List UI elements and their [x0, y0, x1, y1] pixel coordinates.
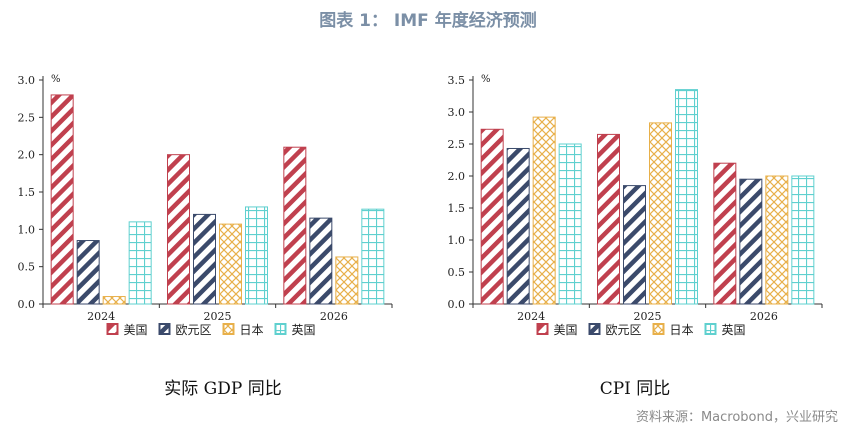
bar-ea-2026 — [309, 217, 333, 305]
bar-uk-2025 — [245, 206, 268, 305]
x-tick-label: 2024 — [87, 310, 115, 323]
bar-jp-2024 — [102, 296, 126, 305]
legend-swatch-us — [106, 323, 119, 335]
bar-uk-2024 — [558, 143, 582, 305]
legend-swatch-ea — [588, 323, 601, 335]
gdp-chart-title: 实际 GDP 同比 — [164, 379, 282, 399]
bar-us-2024 — [50, 94, 74, 305]
bar-us-2026 — [713, 162, 737, 305]
bar-uk-2024 — [128, 221, 152, 305]
legend-swatch-ea — [158, 323, 171, 335]
legend-label-uk: 英国 — [292, 323, 316, 337]
legend-label-uk: 英国 — [722, 323, 746, 337]
y-tick-label: 3.5 — [448, 74, 466, 87]
unit-label: % — [51, 74, 61, 85]
source-note: 资料来源：Macrobond，兴业研究 — [635, 410, 838, 425]
legend-label-jp: 日本 — [240, 323, 264, 337]
bar-us-2026 — [283, 146, 307, 305]
legend-label-ea: 欧元区 — [176, 323, 212, 337]
figure-title: 图表 1： IMF 年度经济预测 — [319, 11, 537, 31]
bar-ea-2025 — [193, 213, 216, 305]
x-tick-label: 2024 — [517, 310, 545, 323]
y-tick-label: 1.0 — [448, 234, 466, 247]
bar-us-2025 — [597, 133, 620, 305]
unit-label: % — [481, 74, 491, 85]
y-tick-label: 2.0 — [18, 149, 36, 162]
bar-us-2024 — [480, 128, 504, 305]
legend-swatch-us — [536, 323, 549, 335]
y-tick-label: 1.5 — [18, 186, 36, 199]
bar-uk-2025 — [675, 89, 698, 305]
legend-swatch-uk — [704, 323, 717, 335]
bar-uk-2026 — [361, 208, 385, 305]
bar-jp-2026 — [335, 256, 359, 305]
legend-swatch-uk — [274, 323, 287, 335]
y-tick-label: 0.5 — [18, 261, 36, 274]
y-tick-label: 0.5 — [448, 266, 466, 279]
y-tick-label: 3.0 — [448, 106, 466, 119]
y-tick-label: 1.5 — [448, 202, 466, 215]
bar-us-2025 — [167, 154, 190, 305]
bar-jp-2026 — [765, 175, 789, 305]
bar-jp-2025 — [219, 223, 242, 305]
x-tick-label: 2025 — [634, 310, 662, 323]
gdp-chart: % 0.0 0.5 1.0 1.5 2.0 2.5 3.0 2024 2025 2026 美国 欧元区 日… — [18, 74, 393, 337]
bar-jp-2025 — [649, 122, 672, 305]
y-tick-label: 1.0 — [18, 223, 36, 236]
x-tick-label: 2025 — [204, 310, 232, 323]
legend-label-ea: 欧元区 — [606, 323, 642, 337]
bar-ea-2024 — [506, 147, 530, 305]
cpi-chart: % 0.0 0.5 1.0 1.5 2.0 2.5 3.0 3.5 2024 2025 2026 美国 欧… — [448, 74, 823, 337]
legend-label-jp: 日本 — [670, 323, 694, 337]
bar-ea-2024 — [76, 240, 100, 305]
y-tick-label: 2.0 — [448, 170, 466, 183]
x-tick-label: 2026 — [320, 310, 348, 323]
y-tick-label: 0.0 — [18, 298, 36, 311]
bar-jp-2024 — [532, 116, 556, 305]
y-tick-label: 2.5 — [448, 138, 466, 151]
bar-ea-2026 — [739, 178, 763, 305]
y-tick-label: 2.5 — [18, 111, 36, 124]
y-tick-label: 0.0 — [448, 298, 466, 311]
bar-uk-2026 — [791, 175, 815, 305]
legend-swatch-jp — [652, 323, 665, 335]
x-tick-label: 2026 — [750, 310, 778, 323]
legend-swatch-jp — [222, 323, 235, 335]
bar-ea-2025 — [623, 185, 646, 305]
legend-label-us: 美国 — [124, 323, 148, 337]
cpi-chart-title: CPI 同比 — [599, 379, 671, 399]
legend-label-us: 美国 — [554, 323, 578, 337]
y-tick-label: 3.0 — [18, 74, 36, 87]
